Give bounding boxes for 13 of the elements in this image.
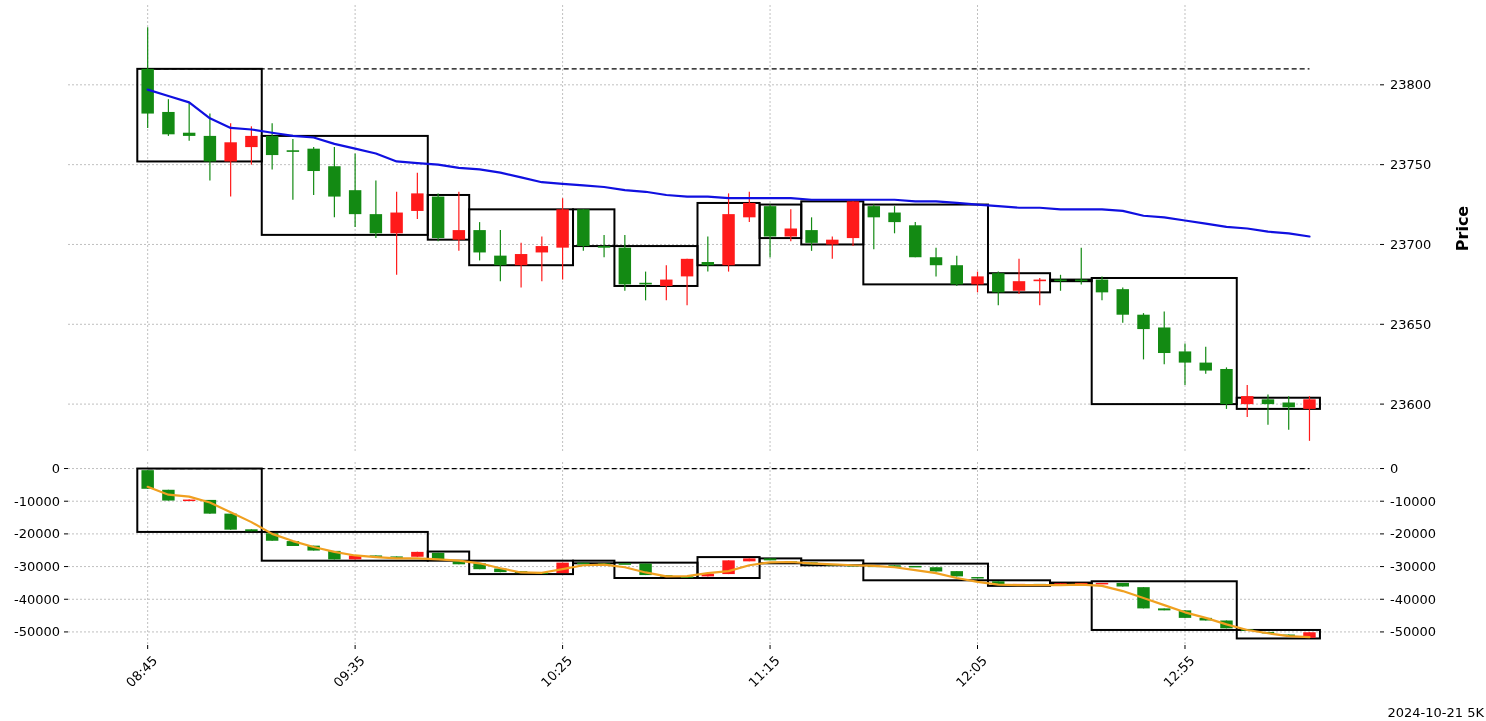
y-tick-label: 23600 — [1390, 396, 1432, 412]
y-tick-label: -50000 — [13, 624, 60, 640]
y-tick-label: 23800 — [1390, 77, 1432, 93]
y-tick-label: -20000 — [13, 526, 60, 542]
y-tick-label: 23750 — [1390, 157, 1432, 173]
y-tick-label: 0 — [51, 461, 60, 477]
y-tick-label: -30000 — [13, 559, 60, 575]
y-axis-title: Price — [1453, 205, 1472, 252]
y-tick-label: 23650 — [1390, 316, 1432, 332]
text: 2024-10-21 5K — [1387, 705, 1485, 720]
y-tick-label: -10000 — [13, 493, 60, 509]
y-tick-label: 23700 — [1390, 237, 1432, 253]
y-tick-label: -40000 — [13, 591, 60, 607]
